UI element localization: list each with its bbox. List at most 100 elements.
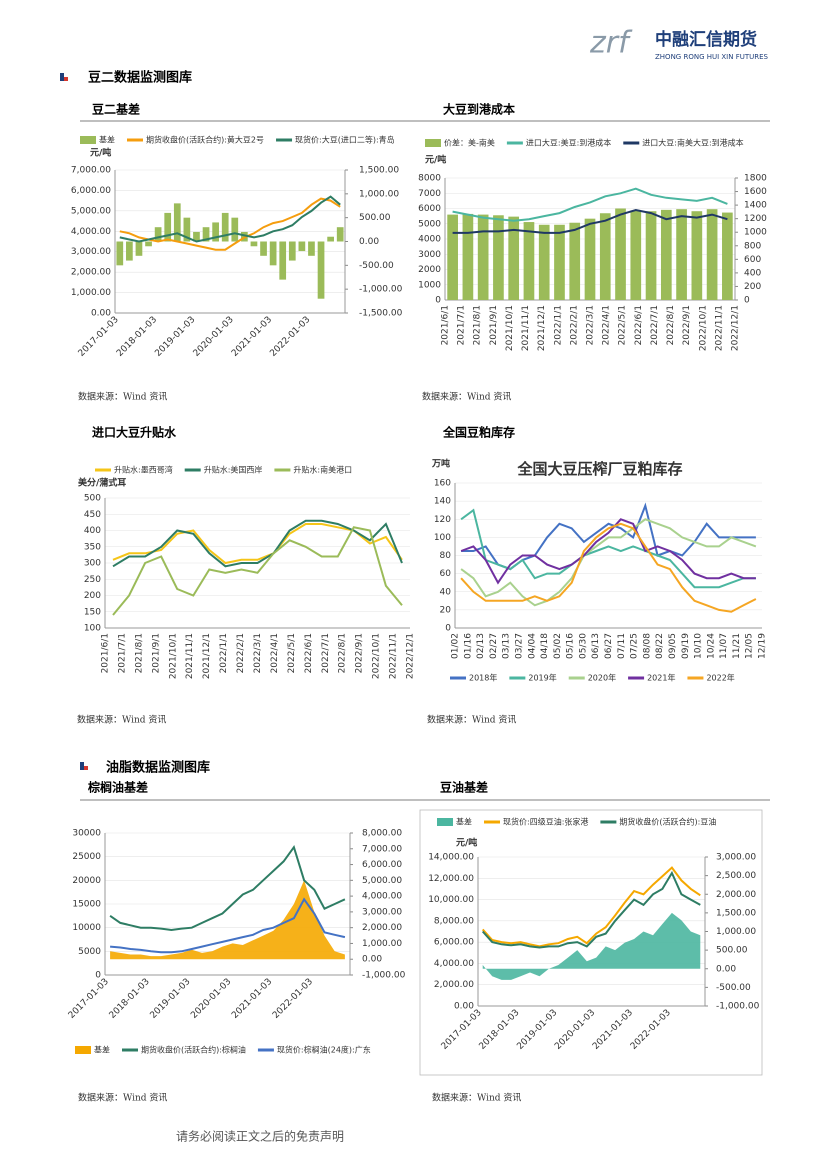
bar	[298, 241, 306, 252]
y2-tick-label: 5,000.00	[362, 876, 402, 886]
y2-tick-label: 1200	[744, 214, 767, 224]
x-tick-label: 2021/11/1	[185, 633, 195, 679]
bar	[462, 213, 474, 300]
x-tick-label: 2021/6/1	[441, 305, 451, 345]
x-tick-label: 05/30	[578, 633, 588, 659]
legend-label: 期货收盘价(活跃合约):豆油	[619, 817, 716, 827]
y-tick-label: 300	[84, 559, 101, 569]
x-tick-label: 2022-01-03	[268, 315, 312, 359]
y2-tick-label: 8,000.00	[362, 829, 402, 839]
y2-tick-label: 0.00	[359, 237, 379, 247]
bar	[116, 241, 124, 266]
x-tick-label: 2022/3/1	[253, 633, 263, 673]
line	[119, 195, 341, 243]
section-title: 油脂数据监测图库	[106, 760, 210, 776]
section-icon	[80, 762, 88, 770]
y2-tick-label: 1,000.00	[362, 939, 402, 949]
line	[109, 844, 346, 932]
bar	[327, 236, 334, 242]
legend-label: 升贴水:南美港口	[293, 465, 352, 475]
y2-tick-label: 2,500.00	[716, 871, 756, 881]
bar	[193, 231, 200, 242]
bar	[154, 227, 162, 242]
x-tick-label: 2020-01-03	[189, 977, 233, 1021]
bar	[336, 227, 344, 242]
section-icon	[60, 73, 68, 81]
x-tick-label: 02/27	[489, 633, 499, 659]
y2-tick-label: 6,000.00	[362, 860, 402, 870]
legend-label: 期货收盘价(活跃合约):棕榈油	[141, 1045, 246, 1055]
source: 数据来源：Wind 资讯	[78, 1092, 167, 1104]
legend-label: 2022年	[706, 673, 734, 683]
y-tick-label: 0	[435, 296, 441, 306]
bar	[447, 214, 458, 300]
area	[482, 912, 701, 980]
x-tick-label: 08/08	[642, 633, 652, 659]
legend-label: 升贴水:美国西岸	[204, 465, 263, 475]
bar	[317, 241, 325, 299]
bar	[477, 214, 489, 300]
y-tick-label: 40	[440, 587, 452, 597]
chart-caption: 豆油基差	[440, 780, 488, 795]
y-tick-label: 15000	[72, 900, 101, 910]
x-tick-label: 2021/9/1	[489, 305, 499, 345]
x-tick-label: 2022/3/1	[586, 305, 596, 345]
x-tick-label: 01/02	[451, 633, 461, 659]
x-tick-label: 2022/12/1	[731, 305, 741, 351]
x-tick-label: 04/18	[540, 633, 550, 659]
bar	[722, 212, 733, 300]
x-tick-label: 02/13	[476, 633, 486, 659]
y2-tick-label: 1400	[744, 201, 767, 211]
legend-label: 基差	[456, 817, 472, 827]
y-tick-label: 500	[84, 494, 101, 504]
x-tick-label: 2021-01-03	[230, 977, 274, 1021]
bar	[164, 212, 172, 242]
legend-label: 进口大豆:南美大豆:到港成本	[642, 138, 743, 148]
y-tick-label: 20	[440, 605, 452, 615]
y-tick-label: 10,000.00	[428, 895, 474, 905]
x-tick-label: 2022/6/1	[634, 305, 644, 345]
legend-swatch	[75, 1046, 91, 1054]
x-tick-label: 2021/11/1	[521, 305, 531, 351]
y2-tick-label: 4,000.00	[362, 892, 402, 902]
y2-tick-label: 3,000.00	[362, 907, 402, 917]
chart-caption: 豆二基差	[92, 102, 140, 117]
chart-caption: 大豆到港成本	[443, 102, 515, 117]
x-tick-label: 2022/8/1	[666, 305, 676, 345]
legend-label: 2019年	[528, 673, 556, 683]
bar	[584, 218, 596, 300]
x-tick-label: 03/27	[514, 633, 524, 659]
chart-caption: 全国豆粕库存	[442, 425, 515, 440]
y2-tick-label: 2,000.00	[362, 923, 402, 933]
x-tick-label: 2022/7/1	[650, 305, 660, 345]
legend-label: 进口大豆:美豆:到港成本	[526, 138, 611, 148]
y2-tick-label: 2,000.00	[716, 890, 756, 900]
y-tick-label: 8,000.00	[434, 916, 474, 926]
y-tick-label: 4000	[418, 235, 441, 245]
logo-mark: zrf	[589, 26, 633, 61]
y-tick-label: 100	[434, 533, 451, 543]
y-tick-label: 8000	[418, 174, 441, 184]
y-tick-label: 140	[434, 497, 451, 507]
x-tick-label: 2021/12/1	[202, 633, 212, 679]
y2-tick-label: 400	[744, 268, 761, 278]
x-tick-label: 05/16	[566, 633, 576, 659]
y-tick-label: 80	[440, 551, 452, 561]
unit-label: 元/吨	[90, 147, 111, 159]
unit-label: 万吨	[431, 458, 450, 470]
y2-tick-label: -500.00	[716, 983, 751, 993]
bar	[615, 208, 626, 300]
x-tick-label: 04/04	[527, 633, 537, 659]
bar	[660, 209, 672, 300]
logo-sub: ZHONG RONG HUI XIN FUTURES	[655, 53, 769, 61]
y2-tick-label: 800	[744, 241, 761, 251]
y2-tick-label: -1,500.00	[359, 309, 403, 319]
y2-tick-label: -500.00	[359, 261, 394, 271]
legend-swatch	[80, 136, 96, 144]
x-tick-label: 2021/8/1	[134, 633, 144, 673]
source: 数据来源：Wind 资讯	[77, 714, 166, 726]
bar	[288, 241, 296, 261]
bar	[221, 212, 229, 242]
x-tick-label: 2019-01-03	[149, 977, 193, 1021]
